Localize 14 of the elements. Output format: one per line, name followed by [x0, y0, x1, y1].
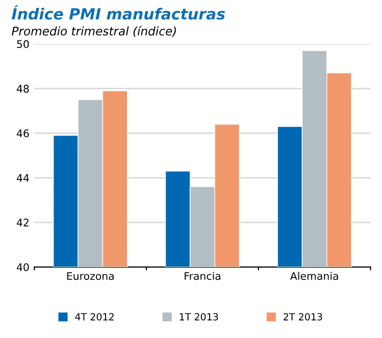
x-tick-label: Francia: [184, 272, 220, 280]
y-tick-label: 40: [16, 263, 29, 272]
legend-label: 2T 2013: [284, 313, 322, 320]
x-tick-label: Alemania: [290, 272, 338, 280]
chart-title: Índice PMI manufacturas: [12, 5, 225, 20]
y-tick-label: 42: [16, 218, 28, 226]
x-tick-label: Eurozona: [67, 272, 114, 280]
y-tick-label: 44: [16, 174, 29, 182]
y-tick-label: 46: [16, 129, 29, 138]
legend-label: 1T 2013: [180, 313, 218, 320]
y-tick-label: 48: [16, 84, 29, 93]
legend-label: 4T 2012: [75, 313, 114, 320]
chart-subtitle: Promedio trimestral (índice): [12, 26, 176, 37]
y-tick-label: 50: [17, 40, 29, 48]
